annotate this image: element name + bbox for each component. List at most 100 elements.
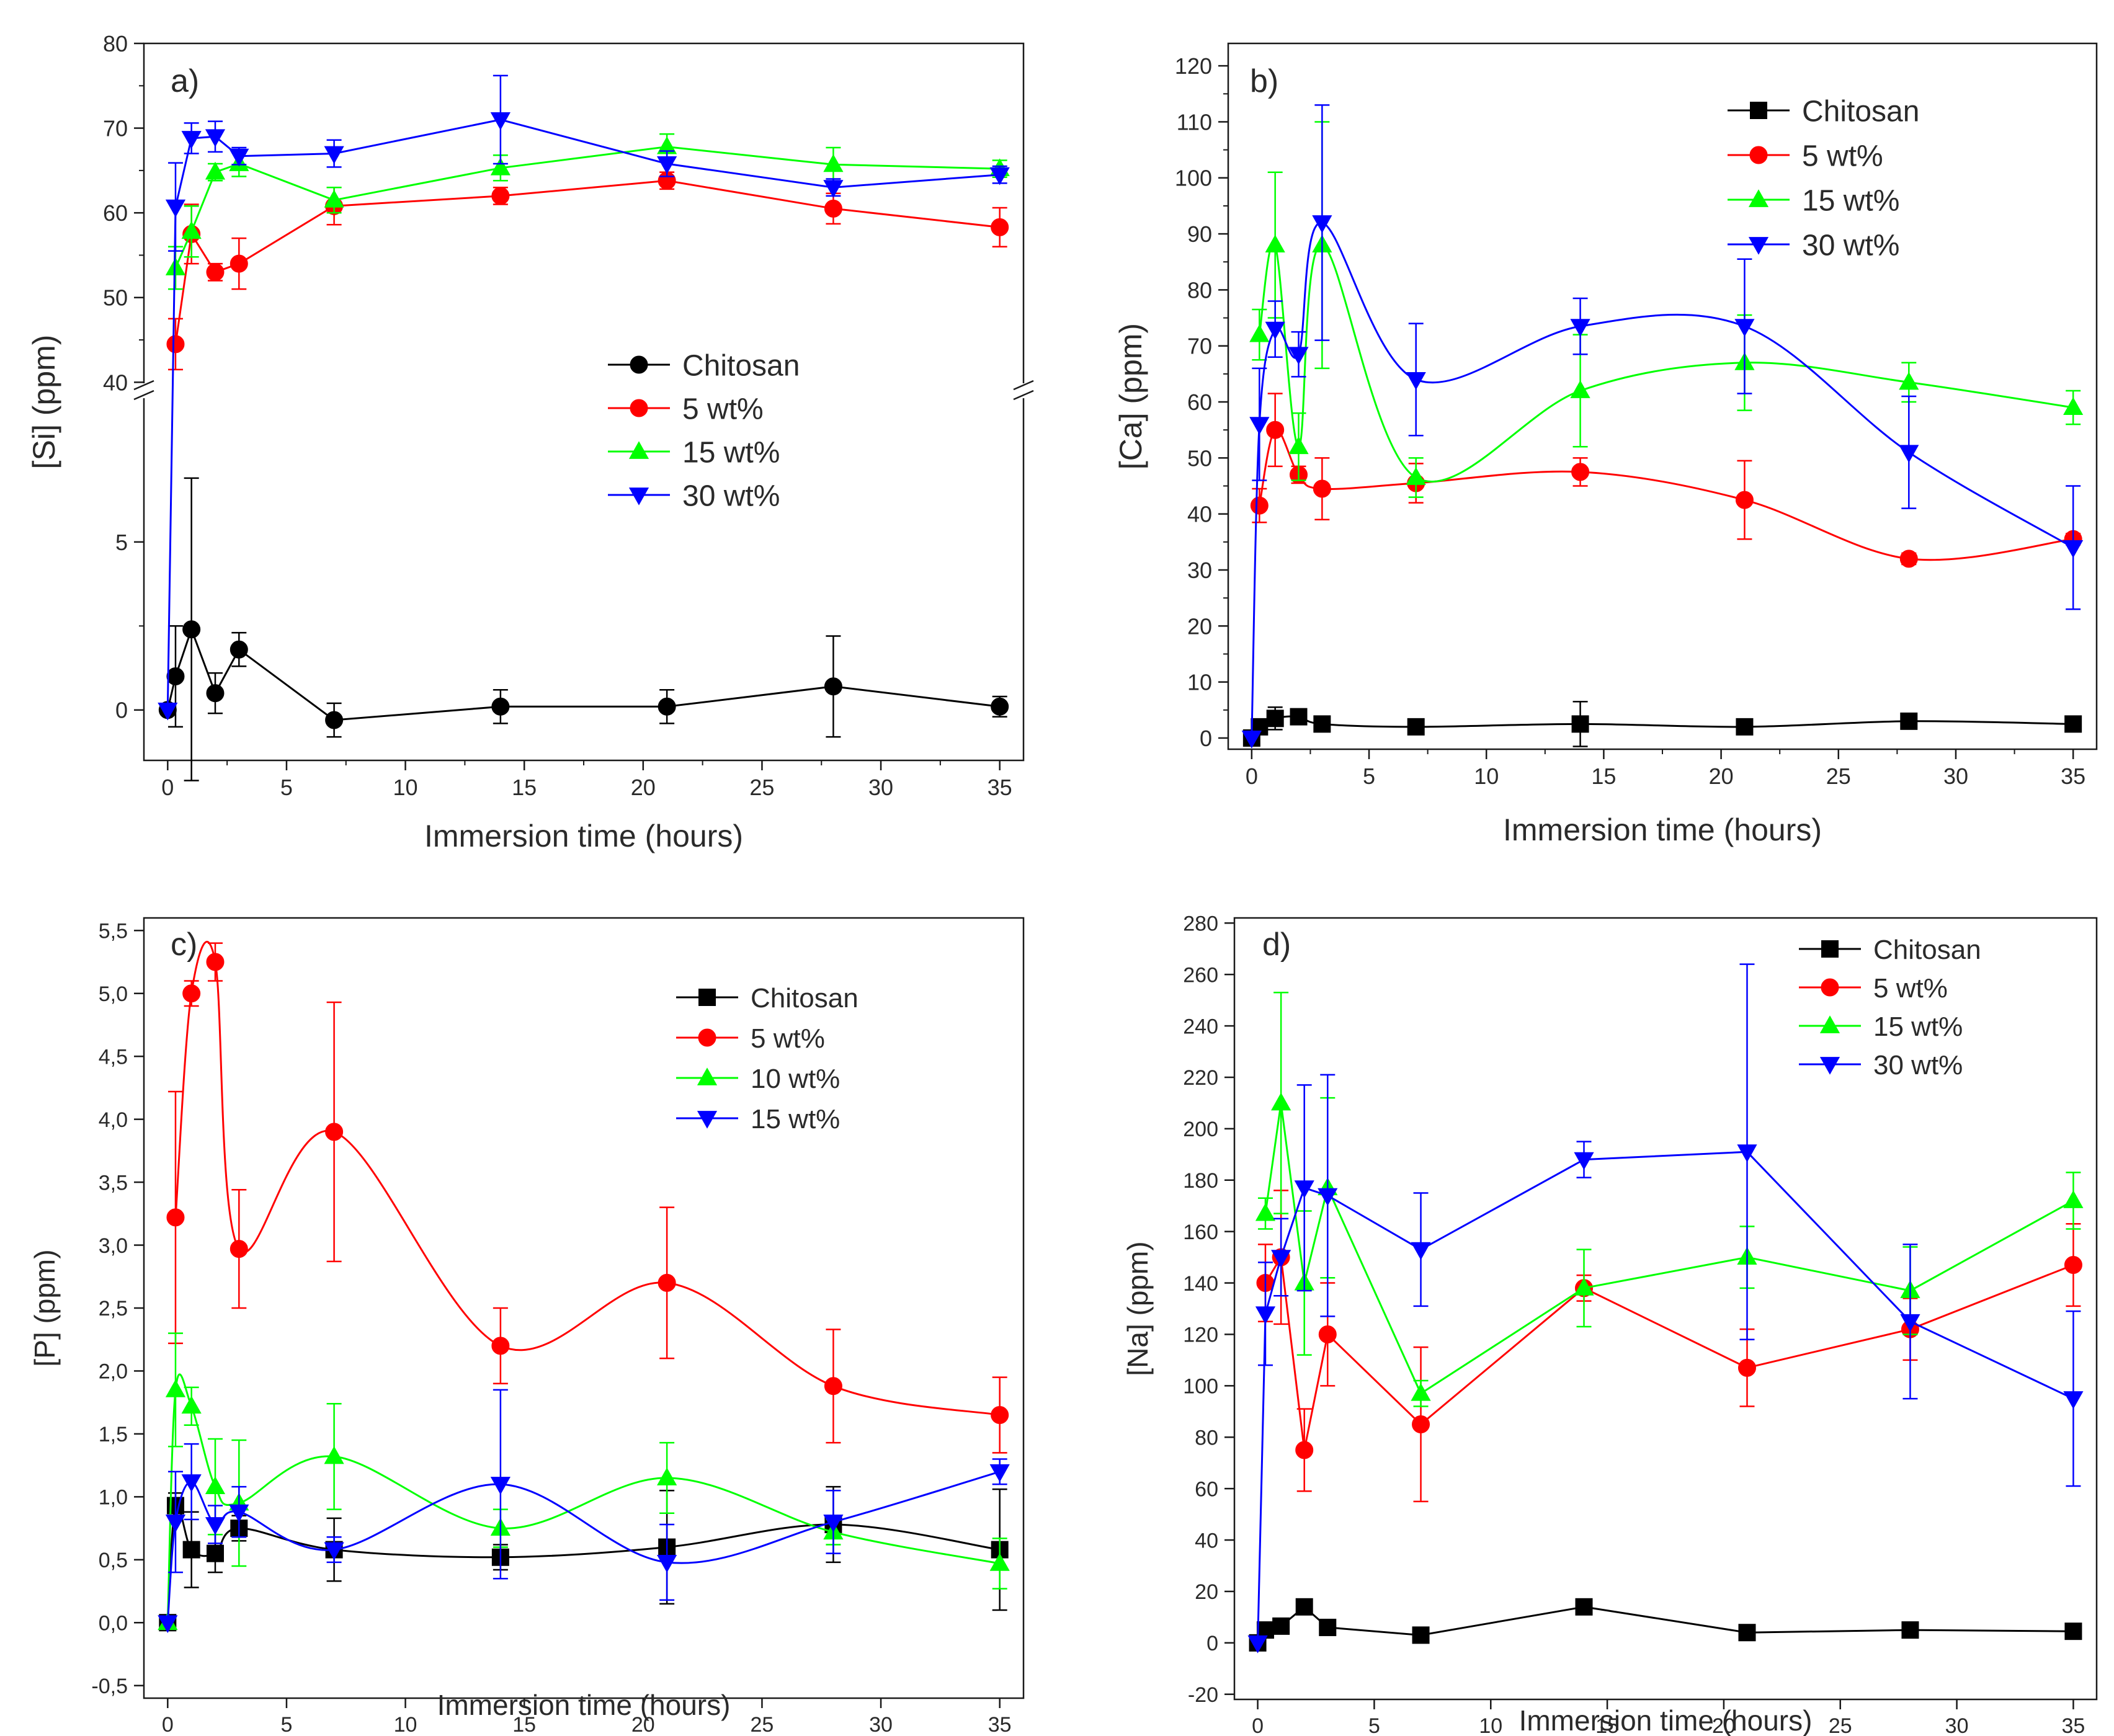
x-tick-label: 20 — [631, 775, 656, 800]
data-point — [165, 1379, 186, 1397]
series-line — [166, 626, 1000, 721]
series-line — [166, 1373, 1000, 1623]
y-tick-label: 3,5 — [99, 1171, 128, 1195]
data-point — [991, 1405, 1009, 1424]
y-tick-label: 120 — [1183, 1324, 1218, 1347]
series-5-wtpct — [166, 171, 1009, 371]
data-point — [158, 1615, 178, 1634]
x-tick-label: 20 — [631, 1713, 655, 1736]
legend-item-chitosan: Chitosan — [1799, 935, 1981, 965]
legend-label: 5 wt% — [1873, 973, 1948, 1004]
data-point — [823, 180, 844, 198]
x-tick-label: 0 — [1252, 1714, 1264, 1736]
y-tick-label: 10 — [1187, 670, 1212, 695]
data-point — [824, 1377, 842, 1395]
data-point — [1247, 1635, 1268, 1654]
data-point — [229, 1504, 249, 1523]
data-point — [1406, 372, 1426, 390]
series-line — [1251, 715, 2074, 739]
data-point — [2063, 540, 2084, 558]
data-point — [1312, 215, 1332, 233]
panel-a-si: 0 5 10 15 20 25 30 35 0 5 40 50 60 70 80 Immersion time… — [27, 31, 1034, 853]
y-tick-label: 260 — [1183, 963, 1218, 987]
plot-frame — [1227, 42, 2098, 750]
y-tick-label: 20 — [1187, 613, 1212, 639]
series-line — [1264, 1103, 2074, 1395]
series-line — [1258, 429, 2074, 561]
x-tick-label: 5 — [280, 775, 293, 800]
legend-marker — [628, 487, 649, 505]
x-tick-label: 10 — [394, 1713, 417, 1736]
series-line — [174, 941, 1000, 1416]
data-point — [181, 1395, 202, 1414]
legend-marker — [697, 1067, 718, 1085]
y-tick-label: 40 — [1195, 1529, 1218, 1552]
legend-item-5-wtpct: 5 wt% — [1799, 973, 1948, 1004]
axis-break-mark — [133, 389, 154, 401]
data-point — [1900, 712, 1918, 730]
data-point — [230, 640, 248, 659]
data-point — [324, 146, 344, 164]
legend-label: 15 wt% — [682, 436, 780, 469]
data-point — [1734, 319, 1755, 337]
data-point — [991, 697, 1009, 716]
data-point — [658, 697, 676, 716]
panel-d-na: 0 5 10 15 20 25 30 35 -20 0 20 40 60 80 100 120 140 160 18… — [1122, 912, 2098, 1736]
data-point — [1899, 550, 1918, 568]
legend-label: Chitosan — [682, 349, 800, 382]
series-chitosan — [1249, 1598, 2082, 1652]
x-tick-label: 10 — [393, 775, 418, 800]
x-tick-label: 5 — [280, 1713, 292, 1736]
y-tick-label: 100 — [1175, 166, 1212, 191]
legend-marker — [1748, 237, 1769, 255]
data-point — [491, 1337, 510, 1355]
legend-item-15-wtpct: 15 wt% — [1799, 1012, 1963, 1042]
x-axis-label: Immersion time (hours) — [1503, 812, 1822, 847]
data-point — [166, 667, 185, 686]
legend-item-5-wtpct: 5 wt% — [676, 1023, 825, 1054]
panel-b-ca: 0 5 10 15 20 25 30 35 0 10 20 30 40 50 60 70 80 90 100 110 1… — [1113, 42, 2098, 847]
x-tick-label: 35 — [988, 775, 1012, 800]
data-point — [1294, 1180, 1314, 1198]
data-point — [1295, 1598, 1313, 1616]
series-30-wtpct — [1241, 104, 2084, 749]
series-line — [166, 118, 1000, 710]
y-axis-label: [Si] (ppm) — [27, 335, 61, 470]
legend-label: 15 wt% — [751, 1104, 840, 1134]
x-tick-label: 15 — [512, 775, 537, 800]
legend-marker — [1819, 1057, 1840, 1075]
series-30-wtpct — [158, 74, 1010, 721]
legend-item-chitosan: Chitosan — [676, 983, 859, 1013]
y-tick-label: 30 — [1187, 558, 1212, 583]
data-point — [166, 1208, 185, 1227]
x-tick-label: 25 — [1829, 1714, 1852, 1736]
y-tick-label: 200 — [1183, 1118, 1218, 1141]
data-point — [1271, 1250, 1291, 1268]
panel-label: b) — [1250, 63, 1278, 99]
data-point — [205, 129, 226, 148]
data-point — [2063, 1190, 2084, 1208]
x-tick-label: 35 — [988, 1713, 1012, 1736]
data-point — [1406, 467, 1426, 485]
plot-frame — [143, 42, 1025, 762]
legend-label: 30 wt% — [1802, 229, 1899, 262]
data-point — [989, 167, 1010, 185]
y-tick-label: 100 — [1183, 1375, 1218, 1399]
data-point — [1250, 496, 1269, 515]
data-point — [823, 154, 844, 172]
series-line — [166, 1503, 1000, 1623]
data-point — [2064, 715, 2082, 733]
data-point — [1318, 1325, 1337, 1343]
x-tick-label: 5 — [1363, 763, 1375, 789]
data-point — [1255, 1203, 1276, 1221]
y-tick-label: 5,5 — [99, 920, 128, 943]
legend-label: 10 wt% — [751, 1064, 840, 1094]
data-point — [2063, 397, 2084, 415]
axis-break-mark — [1013, 380, 1034, 391]
data-point — [229, 148, 249, 167]
y-axis-label: [P] (ppm) — [29, 1249, 61, 1366]
x-tick-label: 15 — [512, 1713, 536, 1736]
data-point — [206, 684, 225, 703]
legend-item-5-wtpct: 5 wt% — [1728, 140, 1883, 172]
y-tick-label: -0,5 — [91, 1675, 128, 1698]
